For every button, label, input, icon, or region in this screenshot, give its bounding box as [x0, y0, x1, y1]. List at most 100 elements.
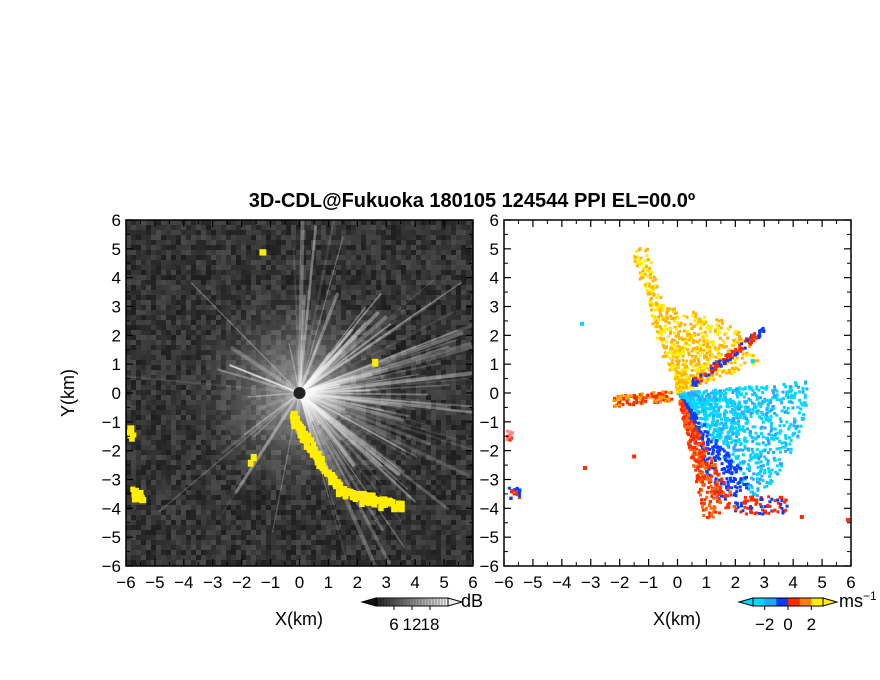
noise-cell	[411, 315, 416, 320]
noise-cell	[336, 530, 341, 535]
noise-cell	[351, 255, 356, 260]
noise-cell	[441, 540, 446, 545]
noise-cell	[386, 300, 391, 305]
noise-cell	[451, 235, 456, 240]
noise-cell	[146, 560, 151, 565]
noise-cell	[151, 500, 156, 505]
noise-cell	[366, 550, 371, 555]
noise-cell	[336, 560, 341, 565]
noise-cell	[171, 390, 176, 395]
noise-cell	[401, 315, 406, 320]
noise-cell	[461, 545, 466, 550]
noise-cell	[471, 225, 473, 230]
chart-title: 3D-CDL@Fukuoka 180105 124544 PPI EL=00.0…	[249, 190, 695, 212]
noise-cell	[391, 290, 396, 295]
noise-cell	[171, 475, 176, 480]
noise-cell	[171, 430, 176, 435]
noise-cell	[426, 395, 431, 400]
noise-cell	[186, 530, 191, 535]
noise-cell	[151, 280, 156, 285]
noise-cell	[191, 230, 196, 235]
noise-cell	[471, 230, 473, 235]
noise-cell	[436, 410, 441, 415]
noise-cell	[411, 335, 416, 340]
noise-cell	[166, 395, 171, 400]
noise-cell	[186, 495, 191, 500]
noise-cell	[291, 530, 296, 535]
noise-cell	[136, 260, 141, 265]
noise-cell	[211, 485, 216, 490]
noise-cell	[131, 460, 136, 465]
noise-cell	[136, 455, 141, 460]
noise-cell	[226, 555, 231, 560]
noise-cell	[401, 345, 406, 350]
noise-cell	[231, 505, 236, 510]
noise-cell	[171, 425, 176, 430]
noise-cell	[166, 435, 171, 440]
noise-cell	[426, 225, 431, 230]
noise-cell	[441, 510, 446, 515]
noise-cell	[241, 525, 246, 530]
noise-cell	[286, 550, 291, 555]
noise-cell	[461, 470, 466, 475]
noise-cell	[226, 505, 231, 510]
noise-cell	[186, 520, 191, 525]
noise-cell	[426, 240, 431, 245]
noise-cell	[381, 485, 386, 490]
noise-cell	[331, 265, 336, 270]
noise-cell	[416, 225, 421, 230]
noise-cell	[161, 495, 166, 500]
noise-cell	[371, 485, 376, 490]
noise-cell	[456, 475, 461, 480]
noise-cell	[356, 225, 361, 230]
noise-cell	[426, 555, 431, 560]
noise-cell	[286, 225, 291, 230]
noise-cell	[141, 530, 146, 535]
noise-cell	[286, 515, 291, 520]
noise-cell	[341, 285, 346, 290]
noise-cell	[436, 495, 441, 500]
noise-cell	[431, 270, 436, 275]
noise-cell	[316, 535, 321, 540]
noise-cell	[156, 270, 161, 275]
noise-cell	[306, 550, 311, 555]
noise-cell	[411, 555, 416, 560]
noise-cell	[366, 540, 371, 545]
noise-cell	[401, 340, 406, 345]
noise-cell	[341, 280, 346, 285]
noise-cell	[171, 250, 176, 255]
noise-cell	[291, 550, 296, 555]
noise-cell	[431, 560, 436, 565]
noise-cell	[466, 345, 471, 350]
noise-cell	[176, 390, 181, 395]
noise-cell	[461, 480, 466, 485]
echo-ray	[298, 392, 406, 442]
noise-cell	[436, 225, 441, 230]
noise-cell	[426, 430, 431, 435]
noise-cell	[441, 500, 446, 505]
noise-cell	[131, 540, 136, 545]
noise-cell	[271, 225, 276, 230]
noise-cell	[376, 490, 381, 495]
noise-cell	[236, 225, 241, 230]
echo-ray	[258, 391, 301, 410]
noise-cell	[406, 535, 411, 540]
noise-cell	[406, 280, 411, 285]
noise-cell	[206, 235, 211, 240]
noise-cell	[431, 545, 436, 550]
noise-cell	[141, 555, 146, 560]
noise-cell	[456, 255, 461, 260]
noise-cell	[161, 440, 166, 445]
noise-cell	[206, 245, 211, 250]
noise-cell	[411, 425, 416, 430]
noise-cell	[296, 235, 301, 240]
noise-cell	[146, 425, 151, 430]
noise-cell	[436, 420, 441, 425]
noise-cell	[221, 285, 226, 290]
noise-cell	[151, 235, 156, 240]
noise-cell	[326, 230, 331, 235]
noise-cell	[426, 480, 431, 485]
noise-cell	[176, 260, 181, 265]
noise-cell	[206, 515, 211, 520]
noise-cell	[451, 555, 456, 560]
